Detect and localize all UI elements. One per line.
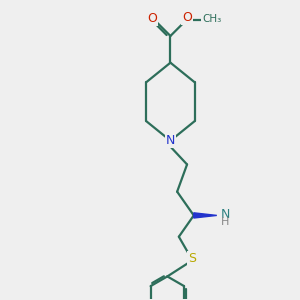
Text: S: S (188, 253, 196, 266)
Text: N: N (166, 134, 175, 147)
Polygon shape (194, 213, 217, 218)
Text: O: O (182, 11, 192, 24)
Text: N: N (220, 208, 230, 221)
Text: CH₃: CH₃ (202, 14, 221, 24)
Text: O: O (147, 12, 157, 25)
Text: H: H (221, 217, 229, 227)
